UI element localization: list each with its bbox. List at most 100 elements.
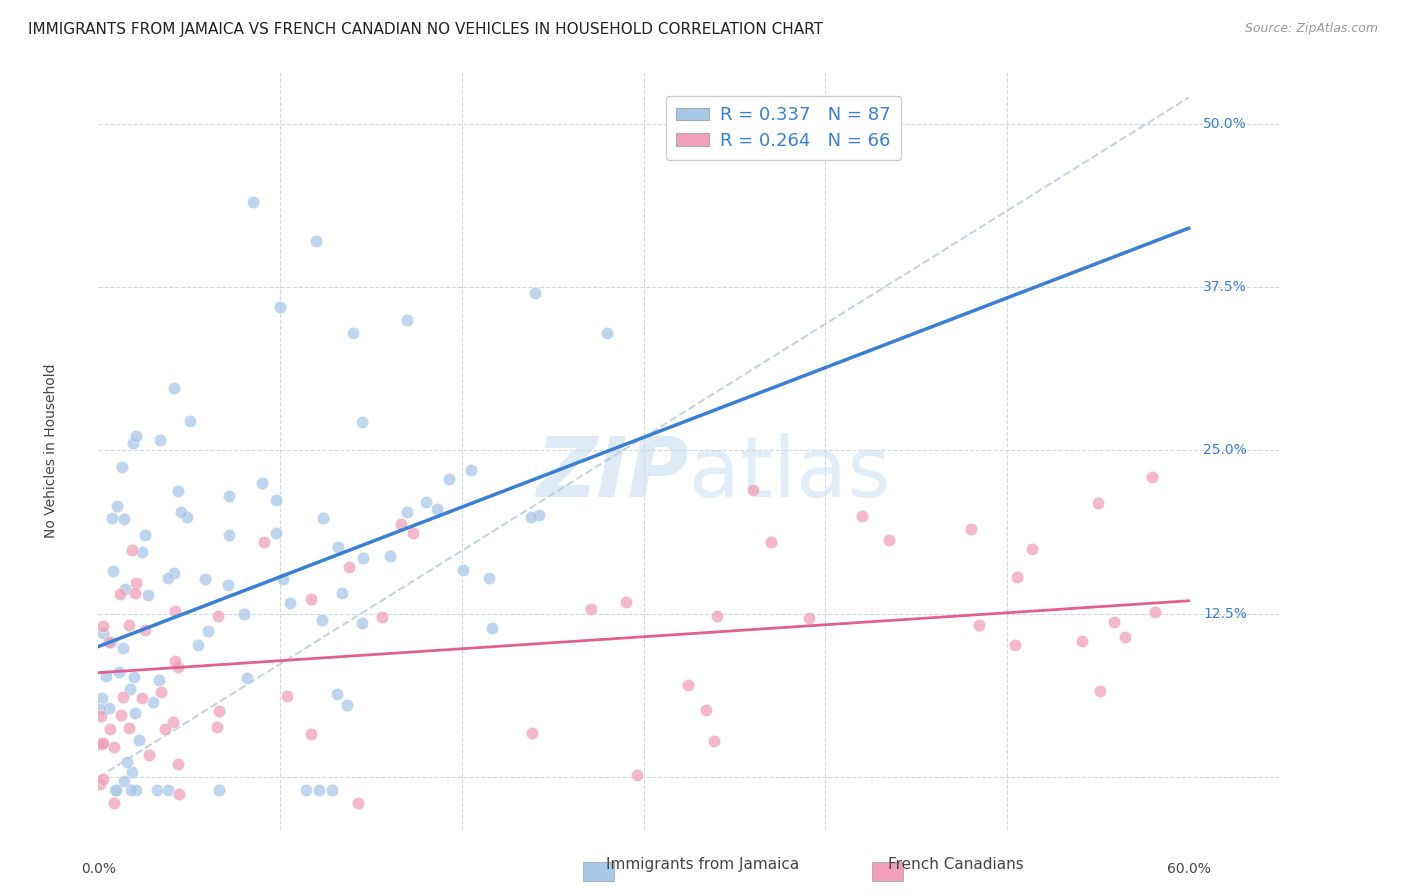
Point bbox=[519, 510, 541, 524]
Point bbox=[218, 528, 240, 542]
Point bbox=[389, 516, 412, 531]
Point bbox=[395, 505, 418, 519]
Point bbox=[278, 596, 301, 610]
Point bbox=[179, 414, 201, 428]
Point bbox=[91, 736, 114, 750]
Point bbox=[103, 740, 125, 755]
Point bbox=[1007, 570, 1029, 584]
Point bbox=[266, 526, 288, 541]
Point bbox=[299, 591, 322, 606]
Point bbox=[91, 691, 114, 706]
Point bbox=[128, 733, 150, 747]
Point bbox=[163, 566, 186, 581]
Point bbox=[308, 783, 330, 797]
Point bbox=[121, 435, 143, 450]
Point bbox=[124, 586, 146, 600]
Point bbox=[98, 635, 121, 649]
Point bbox=[451, 563, 474, 577]
Point bbox=[326, 687, 349, 701]
Point bbox=[134, 528, 156, 542]
Point bbox=[167, 483, 190, 498]
Point bbox=[207, 608, 229, 623]
Point bbox=[149, 685, 172, 699]
Point bbox=[217, 578, 239, 592]
Point bbox=[146, 783, 169, 797]
Text: French Canadians: French Canadians bbox=[889, 857, 1024, 872]
Point bbox=[596, 326, 619, 340]
Point bbox=[148, 673, 170, 687]
Point bbox=[695, 703, 717, 717]
Point bbox=[415, 495, 437, 509]
Point bbox=[460, 462, 482, 476]
Point bbox=[295, 783, 318, 797]
Point bbox=[112, 640, 135, 655]
Point bbox=[1114, 630, 1136, 644]
Point bbox=[121, 765, 143, 780]
Point bbox=[236, 672, 259, 686]
Point bbox=[425, 502, 447, 516]
Point bbox=[125, 576, 148, 591]
Point bbox=[125, 429, 148, 443]
Point bbox=[100, 635, 122, 649]
Text: 0.0%: 0.0% bbox=[82, 863, 115, 876]
Point bbox=[157, 783, 180, 797]
Point bbox=[250, 476, 273, 491]
Point bbox=[706, 608, 728, 623]
Point bbox=[741, 483, 763, 497]
Point bbox=[759, 535, 782, 549]
Point bbox=[879, 533, 901, 547]
Point bbox=[326, 540, 349, 554]
Legend: R = 0.337   N = 87, R = 0.264   N = 66: R = 0.337 N = 87, R = 0.264 N = 66 bbox=[665, 95, 901, 161]
Point bbox=[89, 702, 111, 716]
Point bbox=[527, 508, 550, 523]
Point bbox=[347, 797, 370, 811]
Point bbox=[1088, 683, 1111, 698]
Point bbox=[194, 572, 217, 586]
Point bbox=[299, 727, 322, 741]
Point bbox=[579, 602, 602, 616]
Point bbox=[1087, 496, 1109, 510]
Point bbox=[118, 682, 141, 697]
Point bbox=[626, 767, 648, 781]
Point bbox=[118, 721, 141, 735]
Point bbox=[1004, 638, 1026, 652]
Point bbox=[523, 286, 546, 301]
Point bbox=[156, 571, 179, 585]
Point bbox=[125, 783, 148, 797]
Point bbox=[439, 472, 461, 486]
Point bbox=[481, 621, 503, 635]
Point bbox=[153, 722, 176, 736]
Point bbox=[208, 783, 231, 797]
Point bbox=[108, 665, 131, 679]
Point bbox=[166, 660, 188, 674]
Point bbox=[108, 587, 131, 601]
Point bbox=[311, 613, 333, 627]
Point bbox=[276, 689, 298, 703]
Point bbox=[1021, 542, 1043, 557]
Point bbox=[851, 508, 873, 523]
Point bbox=[163, 381, 186, 395]
Point bbox=[117, 756, 139, 770]
Point bbox=[371, 609, 394, 624]
Point bbox=[91, 625, 114, 640]
Point bbox=[121, 542, 143, 557]
Text: 50.0%: 50.0% bbox=[1204, 117, 1247, 130]
Point bbox=[98, 722, 121, 736]
Point bbox=[163, 654, 186, 668]
Point bbox=[104, 783, 127, 797]
Point bbox=[1070, 634, 1092, 648]
Point bbox=[352, 550, 374, 565]
Text: 12.5%: 12.5% bbox=[1204, 607, 1247, 621]
Point bbox=[522, 726, 544, 740]
Point bbox=[1144, 605, 1167, 619]
Point bbox=[233, 607, 256, 621]
Point bbox=[162, 714, 184, 729]
Point bbox=[167, 757, 190, 772]
Point bbox=[271, 572, 294, 586]
Point bbox=[676, 678, 699, 692]
Text: Source: ZipAtlas.com: Source: ZipAtlas.com bbox=[1244, 22, 1378, 36]
Point bbox=[339, 560, 361, 574]
Point bbox=[242, 195, 264, 210]
Point bbox=[402, 525, 425, 540]
Point bbox=[96, 668, 118, 682]
